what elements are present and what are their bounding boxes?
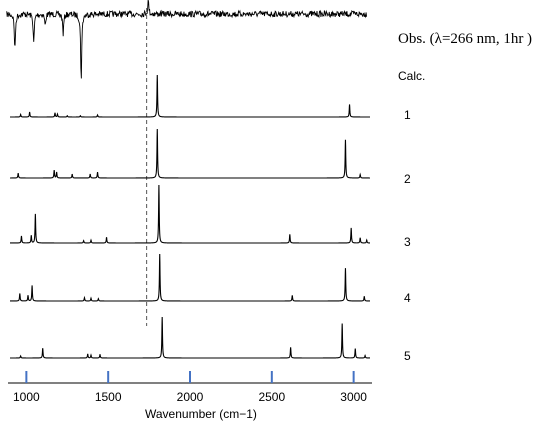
x-tick-label-3000: 3000 — [340, 390, 367, 404]
x-tick-label-1500: 1500 — [95, 390, 122, 404]
calc-trace-5 — [10, 316, 371, 359]
series-label-3: 3 — [404, 235, 411, 249]
observed-label: Obs. (λ=266 nm, 1hr ) — [398, 31, 533, 47]
calculated-label: Calc. — [398, 69, 426, 83]
calc-trace-1 — [10, 74, 370, 118]
calc-trace-4 — [10, 253, 370, 302]
x-tick-label-2500: 2500 — [258, 390, 285, 404]
x-axis: 1000 1500 2000 2500 3000 — [8, 371, 372, 404]
x-tick-label-1000: 1000 — [13, 390, 40, 404]
x-tick-label-2000: 2000 — [177, 390, 204, 404]
observed-trace — [6, 0, 368, 79]
calc-trace-2 — [10, 128, 370, 179]
x-axis-label: Wavenumber (cm−1) — [145, 407, 257, 421]
calc-trace-3 — [10, 184, 370, 244]
observed-spectrum — [6, 0, 368, 326]
series-label-2: 2 — [404, 172, 411, 186]
series-label-5: 5 — [404, 349, 411, 363]
series-label-4: 4 — [404, 291, 411, 305]
series-label-1: 1 — [404, 108, 411, 122]
calculated-spectra — [10, 74, 371, 359]
